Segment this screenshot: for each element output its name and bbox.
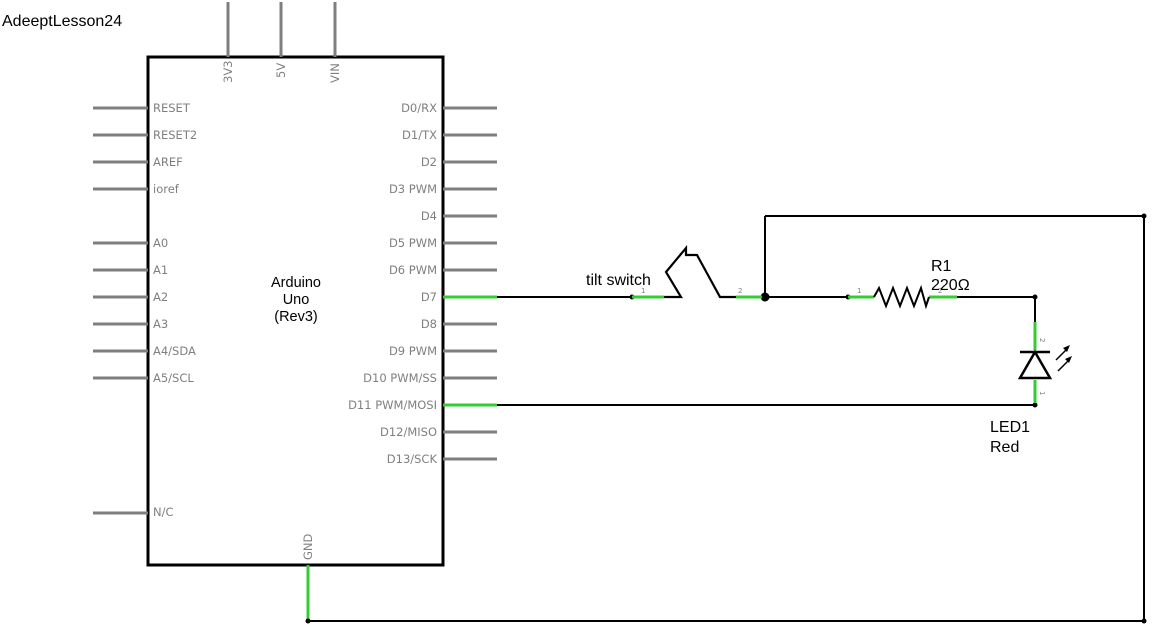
pin-label-nc: N/C (153, 505, 174, 519)
pin-label-ioref: ioref (153, 182, 180, 196)
wire-node-right-bottom (1141, 618, 1147, 624)
pin-label-a0: A0 (153, 236, 168, 250)
led-color-label: Red (990, 439, 1019, 456)
pin-label-d2: D2 (421, 155, 437, 169)
pin-label-gnd: GND (301, 533, 315, 560)
tilt-switch-pin-2-number: 2 (738, 287, 742, 295)
board-label-line-3: (Rev3) (274, 309, 318, 325)
led-emission-arrowhead-2 (1065, 356, 1072, 363)
pin-label-5v: 5V (274, 63, 288, 78)
pin-label-vin: VIN (328, 63, 342, 83)
pin-label-d10: D10 PWM/SS (363, 371, 437, 385)
resistor-zigzag (873, 284, 930, 310)
pin-label-d6: D6 PWM (389, 263, 437, 277)
pin-label-a4-sda: A4/SDA (153, 344, 196, 358)
left-pins: RESET RESET2 AREF ioref A0 A1 A2 A3 A4/S… (93, 101, 197, 519)
resistor-pin-1-number: 1 (857, 287, 861, 295)
tilt-switch-label: tilt switch (586, 272, 651, 289)
schematic-title: AdeeptLesson24 (2, 13, 122, 30)
wire-node-led-bottom (1032, 402, 1038, 408)
pin-label-reset: RESET (153, 101, 191, 115)
pin-label-d4: D4 (421, 209, 437, 223)
board-body (146, 55, 445, 567)
pin-label-d7: D7 (421, 290, 437, 304)
pin-label-d5: D5 PWM (389, 236, 437, 250)
arduino-uno-board: Arduino Uno (Rev3) 3V3 5V VIN RESET RESE… (93, 2, 497, 620)
pin-label-d12: D12/MISO (380, 425, 437, 439)
led-pin-2-number: 2 (1038, 338, 1046, 342)
pin-label-d1: D1/TX (402, 128, 437, 142)
pin-label-aref: AREF (153, 155, 183, 169)
tilt-switch: 1 2 tilt switch (586, 244, 762, 299)
tilt-switch-symbol (664, 244, 736, 299)
led-diode-triangle (1017, 349, 1053, 380)
pin-label-d8: D8 (421, 317, 437, 331)
resistor-name: R1 (931, 258, 952, 275)
pin-label-d9: D9 PWM (389, 344, 437, 358)
led-name: LED1 (990, 419, 1030, 436)
tilt-switch-pin-1-number: 1 (641, 287, 645, 295)
pin-label-d13: D13/SCK (387, 452, 438, 466)
resistor-pin-2-number: 2 (938, 287, 942, 295)
board-label-line-1: Arduino (271, 275, 321, 291)
led1: 2 1 LED1 Red (990, 297, 1072, 456)
right-pins: D0/RX D1/TX D2 D3 PWM D4 D5 PWM D6 PWM D… (348, 101, 497, 466)
resistor-value: 220Ω (931, 277, 970, 294)
pin-label-d0: D0/RX (401, 101, 437, 115)
pin-label-a1: A1 (153, 263, 168, 277)
junction-dot (760, 292, 770, 302)
pin-label-a5-scl: A5/SCL (153, 371, 194, 385)
pin-label-a3: A3 (153, 317, 168, 331)
pin-label-reset2: RESET2 (153, 128, 197, 142)
wire-node-gnd (305, 618, 311, 624)
pin-label-d3: D3 PWM (389, 182, 437, 196)
led-emission-arrowhead-1 (1063, 345, 1070, 352)
wire-node-right-top (1141, 213, 1147, 219)
board-label-line-2: Uno (283, 292, 310, 308)
pin-label-3v3: 3V3 (221, 60, 235, 83)
led-pin-1-number: 1 (1038, 391, 1046, 395)
resistor-r1: 1 2 R1 220Ω (848, 258, 970, 310)
pin-label-d11: D11 PWM/MOSI (348, 398, 437, 412)
pin-label-a2: A2 (153, 290, 168, 304)
wires (305, 213, 1147, 624)
